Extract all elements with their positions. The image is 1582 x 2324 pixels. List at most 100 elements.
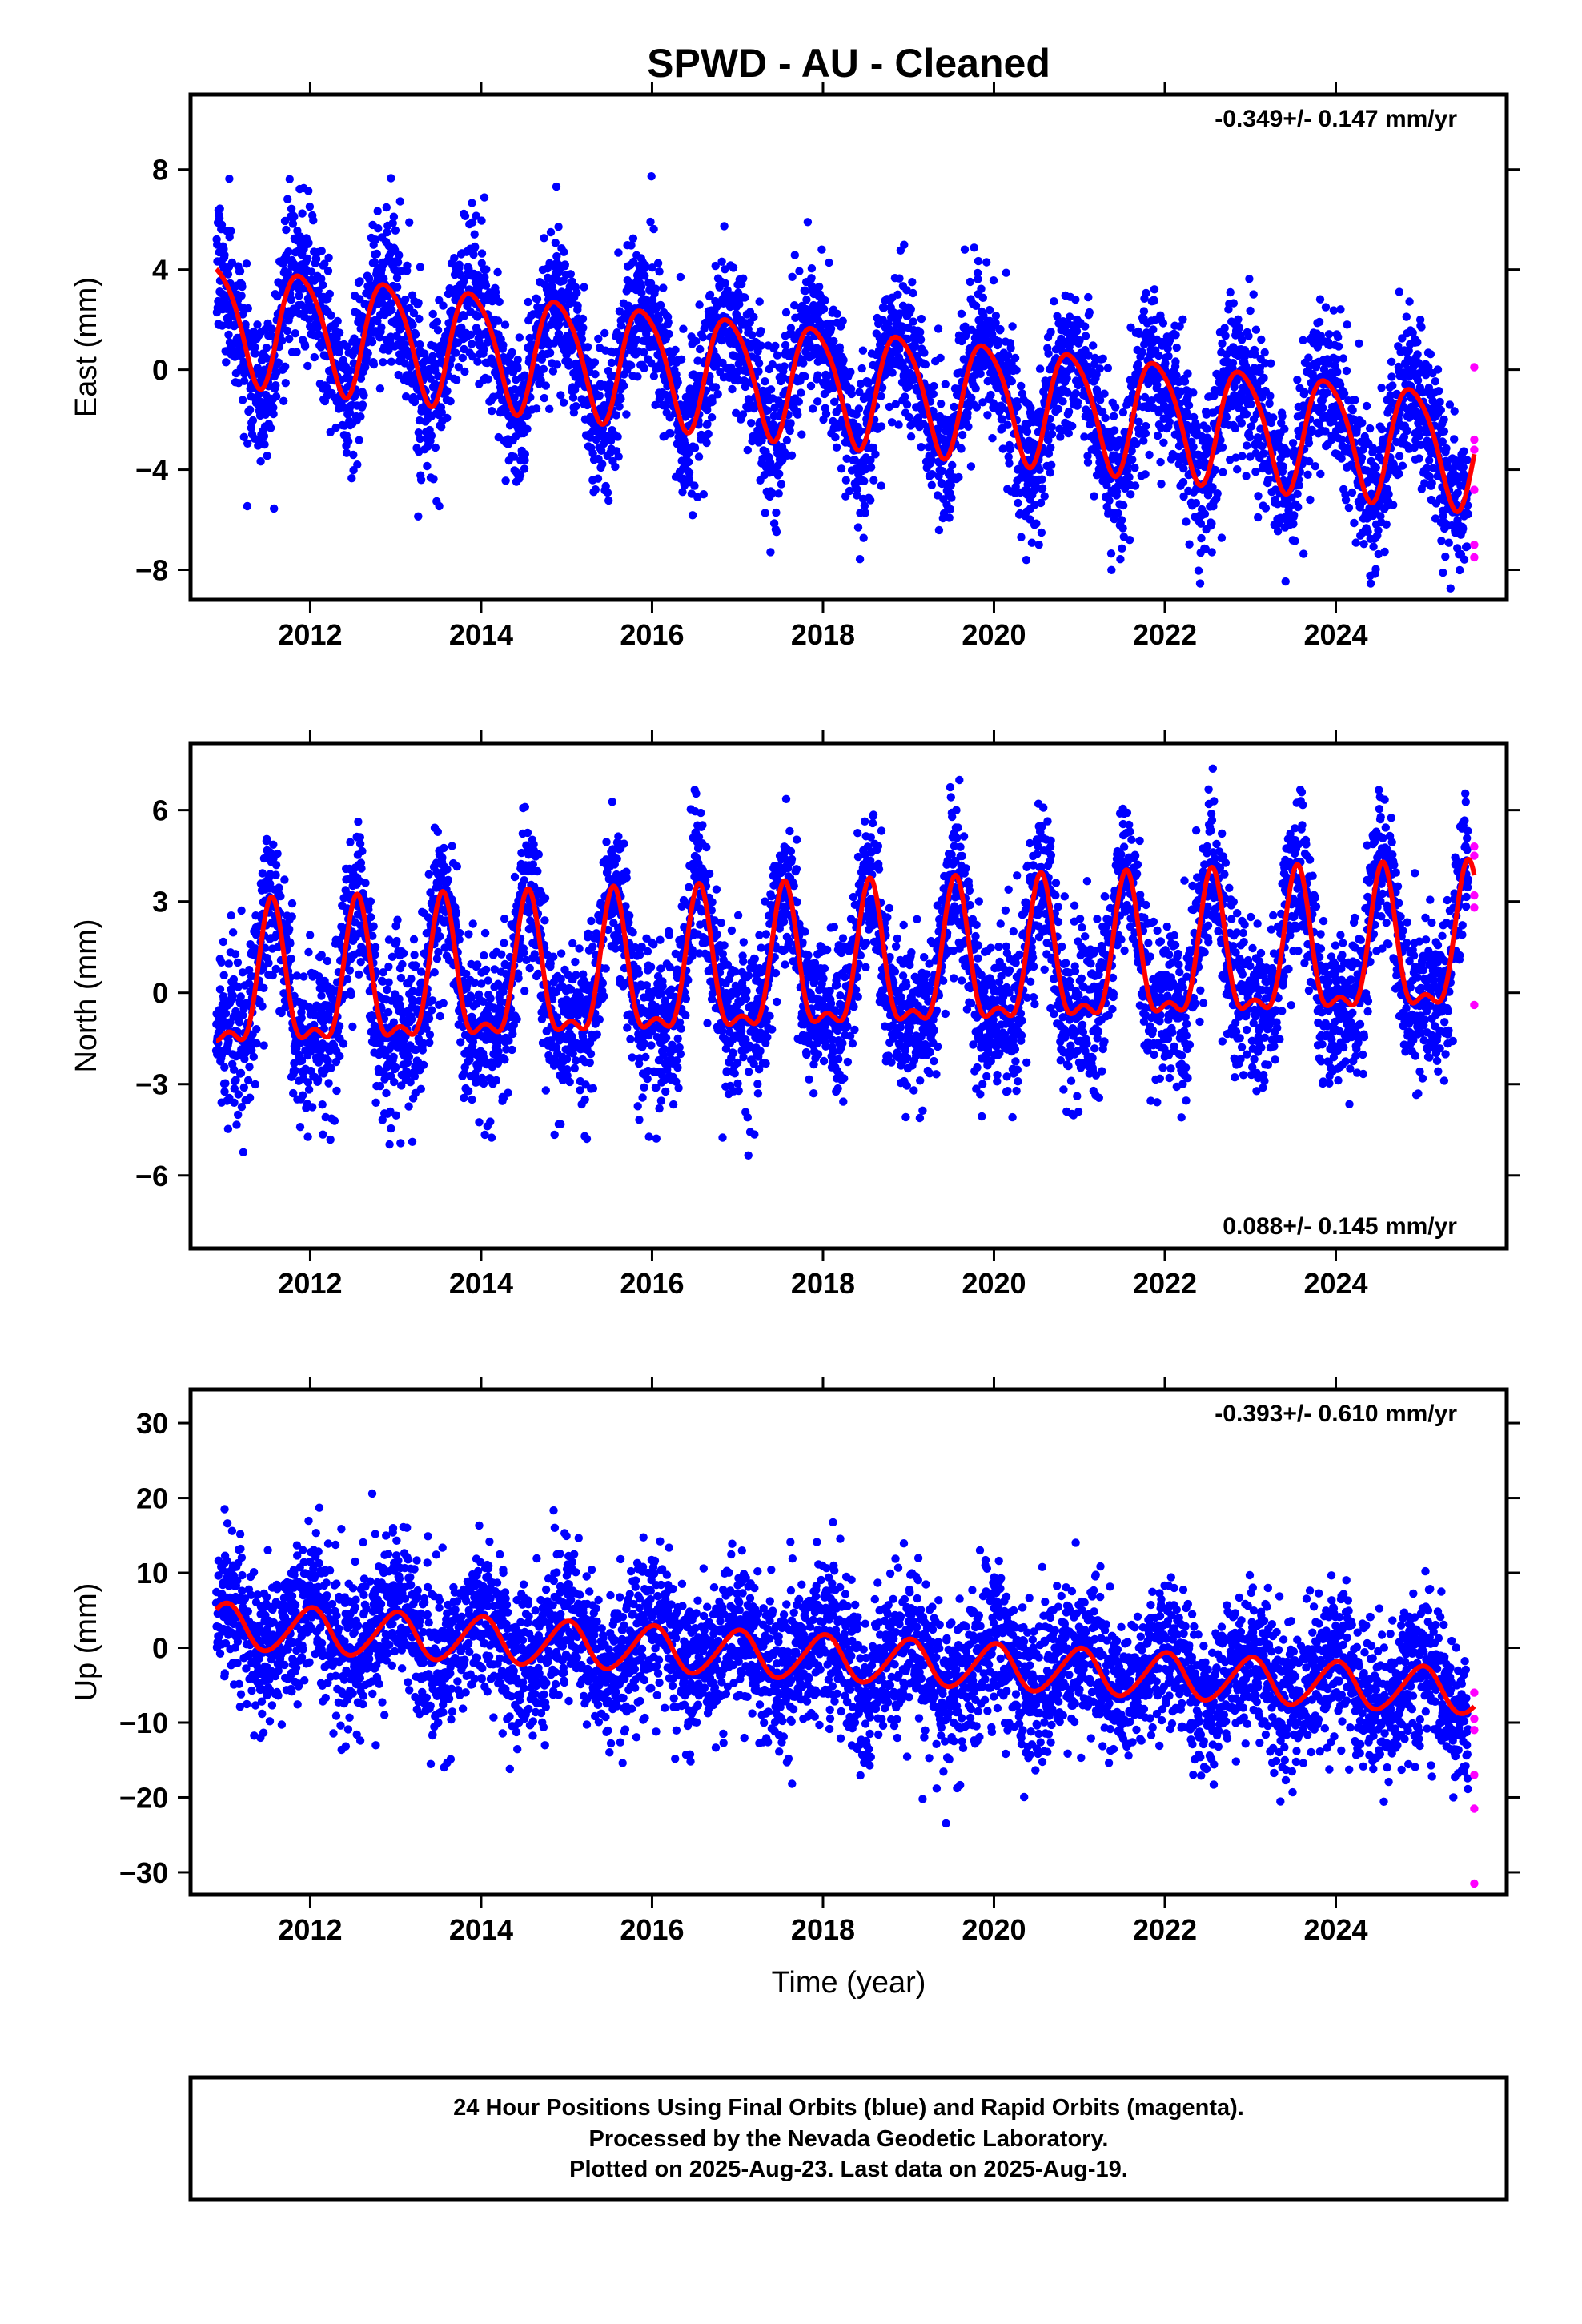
east-final-point — [1139, 307, 1149, 316]
east-final-point — [659, 283, 668, 292]
east-final-point — [1003, 420, 1012, 429]
east-final-point — [974, 275, 982, 283]
east-final-point — [1118, 544, 1126, 553]
east-final-point — [1435, 387, 1443, 396]
east-final-point — [1142, 421, 1150, 431]
east-final-point — [1083, 458, 1093, 467]
east-final-point — [1141, 429, 1150, 438]
east-final-point — [788, 272, 797, 281]
east-final-point — [1321, 303, 1331, 312]
east-final-point — [839, 356, 848, 364]
east-final-point — [281, 379, 290, 388]
east-final-point — [283, 195, 292, 203]
east-final-point — [274, 358, 283, 367]
east-final-point — [480, 193, 489, 202]
east-final-point — [539, 364, 548, 373]
east-final-point — [395, 251, 404, 259]
east-final-point — [415, 314, 424, 324]
east-final-point — [1446, 584, 1456, 593]
east-final-point — [408, 320, 417, 329]
east-final-point — [552, 360, 562, 369]
east-final-point — [1107, 565, 1116, 574]
east-final-point — [620, 381, 628, 390]
east-final-point — [282, 225, 291, 235]
east-final-point — [1304, 439, 1314, 448]
east-final-point — [1435, 397, 1444, 407]
east-final-point — [473, 357, 482, 366]
east-final-point — [353, 460, 362, 469]
east-final-point — [365, 275, 374, 283]
east-final-point — [1233, 465, 1242, 474]
east-final-point — [566, 270, 575, 279]
east-final-point — [747, 419, 756, 428]
east-final-point — [285, 175, 294, 183]
east-final-point — [768, 489, 777, 497]
east-final-point — [684, 457, 693, 467]
east-final-point — [416, 476, 426, 485]
east-final-point — [317, 275, 326, 283]
east-final-point — [1348, 406, 1357, 415]
east-final-point — [1007, 376, 1017, 386]
east-final-point — [900, 240, 909, 249]
east-final-point — [833, 309, 841, 318]
east-final-point — [1244, 332, 1253, 340]
east-final-point — [1095, 364, 1105, 373]
east-final-point — [215, 204, 224, 213]
east-final-point — [372, 249, 381, 259]
east-final-point — [1303, 470, 1312, 479]
east-final-point — [1058, 397, 1067, 406]
east-final-point — [256, 457, 265, 466]
east-final-point — [540, 393, 548, 403]
east-final-point — [743, 445, 752, 455]
east-final-point — [1159, 438, 1168, 447]
east-final-point — [520, 464, 529, 473]
east-final-point — [300, 342, 310, 351]
east-final-point — [829, 336, 838, 346]
east-final-point — [295, 292, 303, 300]
figure-title: SPWD - AU - Cleaned — [647, 41, 1050, 86]
east-final-point — [285, 334, 294, 344]
east-final-point — [1442, 444, 1451, 453]
east-final-point — [1439, 512, 1447, 521]
east-final-point — [976, 369, 985, 378]
east-final-point — [548, 282, 556, 291]
east-final-point — [1110, 412, 1118, 420]
east-final-point — [377, 323, 386, 332]
east-final-point — [1377, 384, 1386, 392]
east-final-point — [934, 324, 943, 333]
east-final-point — [373, 316, 382, 326]
east-final-point — [1050, 297, 1058, 306]
east-final-point — [1402, 312, 1411, 321]
east-final-point — [917, 443, 926, 452]
east-final-point — [1130, 464, 1139, 472]
east-final-point — [1389, 501, 1398, 509]
east-final-point — [1259, 449, 1269, 458]
east-final-point — [260, 440, 269, 449]
east-final-point — [929, 389, 938, 399]
east-final-point — [649, 372, 659, 380]
east-final-point — [432, 317, 442, 326]
east-final-point — [437, 408, 446, 417]
east-final-point — [629, 257, 638, 267]
east-final-point — [749, 312, 758, 322]
east-final-point — [241, 320, 250, 329]
east-final-point — [443, 413, 452, 423]
east-final-point — [761, 509, 769, 517]
east-final-point — [217, 220, 227, 229]
east-final-point — [288, 219, 298, 228]
east-final-point — [821, 409, 831, 418]
east-final-point — [1064, 428, 1074, 438]
east-final-point — [977, 284, 986, 293]
east-final-point — [269, 403, 278, 412]
east-final-point — [1369, 542, 1378, 551]
east-final-point — [291, 329, 299, 338]
east-final-point — [877, 481, 885, 490]
east-final-point — [1153, 431, 1162, 440]
east-final-point — [1035, 364, 1045, 373]
east-final-point — [1343, 320, 1351, 329]
east-final-point — [1351, 538, 1360, 547]
east-final-point — [1337, 454, 1346, 463]
east-final-point — [227, 258, 237, 267]
east-final-point — [1100, 389, 1109, 398]
east-final-point — [866, 496, 875, 505]
